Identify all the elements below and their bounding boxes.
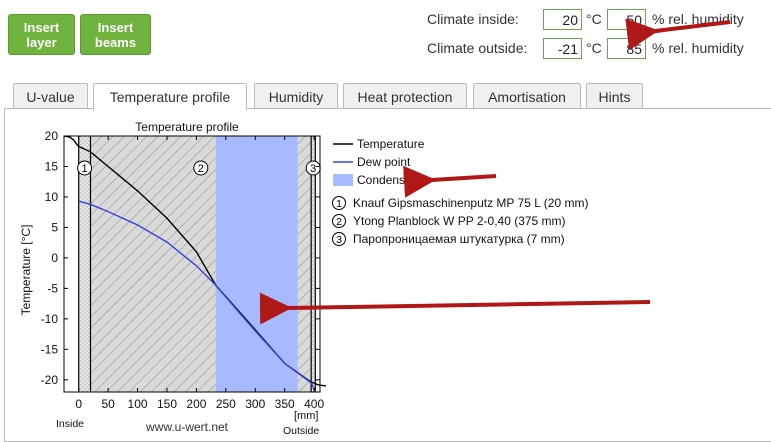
inside-label: Inside xyxy=(56,418,84,430)
layer-legend-number: 2 xyxy=(336,216,342,228)
layer-1-number: 1 xyxy=(82,163,88,175)
inside-temperature-unit: °C xyxy=(586,11,602,27)
tab-label: U-value xyxy=(26,88,75,105)
layer-legend-badge xyxy=(332,232,346,246)
tab-heat-protection[interactable]: Heat protection xyxy=(343,83,467,109)
x-tick-label: 250 xyxy=(216,397,236,411)
y-tick-label: -20 xyxy=(41,373,59,387)
insert-beams-button[interactable]: Insert beams xyxy=(80,14,151,55)
layer-1-badge xyxy=(77,160,93,176)
layer-2-badge xyxy=(193,160,209,176)
climate-inside-label: Climate inside: xyxy=(427,11,519,27)
tab-label: Heat protection xyxy=(357,88,453,105)
tab-humidity[interactable]: Humidity xyxy=(254,83,338,109)
layer-legend-badge xyxy=(332,214,346,228)
y-tick-label: -5 xyxy=(47,281,58,295)
y-tick-label: 20 xyxy=(45,129,59,143)
x-tick-label: 300 xyxy=(245,397,265,411)
legend-label: Dew point xyxy=(357,155,411,169)
y-tick-label: 0 xyxy=(51,251,58,265)
layer-legend-label: Ytong Planblock W PP 2-0,40 (375 mm) xyxy=(353,214,566,228)
tab-label: Temperature profile xyxy=(109,89,231,105)
series-dew-point xyxy=(78,200,316,393)
x-tick-label: 200 xyxy=(186,397,206,411)
layer-3-area xyxy=(311,136,316,392)
y-tick-label: -10 xyxy=(41,312,59,326)
layer-legend-badge xyxy=(332,196,346,210)
y-tick-label: 15 xyxy=(45,159,59,173)
layer-legend-label: Knauf Gipsmaschinenputz MP 75 L (20 mm) xyxy=(353,196,588,210)
insert-layer-button[interactable]: Insert layer xyxy=(8,14,75,55)
tab-label: Humidity xyxy=(268,88,324,105)
outside-temperature-unit: °C xyxy=(586,40,602,56)
insert-beams-label-2: beams xyxy=(94,34,137,50)
x-tick-label: 100 xyxy=(128,397,148,411)
x-tick-label: 350 xyxy=(275,397,295,411)
legend-label: Condensate xyxy=(357,173,422,187)
insert-beams-label-1: Insert xyxy=(97,19,134,35)
outside-temperature-input[interactable] xyxy=(543,38,582,59)
climate-outside-label: Climate outside: xyxy=(427,40,528,56)
chart-title: Temperature profile xyxy=(135,120,239,134)
layer-legend-number: 3 xyxy=(336,234,342,246)
layer-3-number: 3 xyxy=(310,163,316,175)
condensate-zone xyxy=(215,136,298,392)
arrow-condensate-icon xyxy=(403,165,497,198)
x-axis-unit: [mm] xyxy=(294,410,318,422)
insert-layer-label-2: layer xyxy=(26,34,57,50)
outside-humidity-unit: % rel. humidity xyxy=(652,40,744,56)
x-tick-label: 400 xyxy=(304,397,324,411)
y-tick-label: 5 xyxy=(51,220,58,234)
layer-1-area xyxy=(78,136,91,392)
outside-label: Outside xyxy=(283,425,319,437)
tab-label: Amortisation xyxy=(488,88,566,105)
legend-swatch xyxy=(333,174,353,186)
x-tick-label: 0 xyxy=(75,397,82,411)
tab-label: Hints xyxy=(598,88,631,105)
layer-2-number: 2 xyxy=(198,163,204,175)
tab-amortisation[interactable]: Amortisation xyxy=(473,83,581,109)
tab-u-value[interactable]: U-value xyxy=(13,83,88,109)
legend-label: Temperature xyxy=(357,137,425,151)
plot-frame xyxy=(63,135,321,393)
y-tick-label: 10 xyxy=(45,190,59,204)
y-tick-label: -15 xyxy=(41,342,59,356)
tab-hints[interactable]: Hints xyxy=(586,83,643,109)
layer-legend-label: Паропроницаемая штукатурка (7 mm) xyxy=(353,232,565,246)
x-tick-label: 150 xyxy=(157,397,177,411)
insert-layer-label-1: Insert xyxy=(23,19,60,35)
layer-legend-number: 1 xyxy=(336,198,342,210)
watermark: www.u-wert.net xyxy=(145,420,229,434)
tab-temperature-profile[interactable]: Temperature profile xyxy=(93,83,247,110)
x-tick-label: 50 xyxy=(101,397,115,411)
inside-temperature-input[interactable] xyxy=(543,9,582,30)
series-temperature xyxy=(63,135,326,387)
arrow-humidity-icon xyxy=(625,18,731,51)
arrow-condensate-zone-icon xyxy=(259,292,651,325)
y-axis-label: Temperature [°C] xyxy=(19,225,33,316)
